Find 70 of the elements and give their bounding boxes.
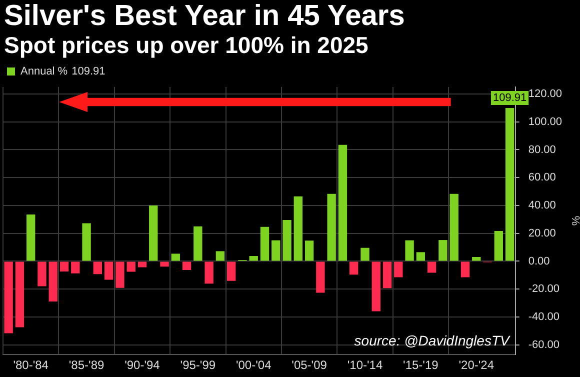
y-tick-label: 120.00 [528,88,562,100]
bar [304,240,314,261]
bar [260,226,270,261]
bar [204,262,214,284]
text: 109.91 [72,66,106,78]
bar [82,223,91,261]
bar [450,194,458,261]
y-tick-label: 40.00 [528,200,556,212]
bar [372,262,380,312]
bar [416,252,426,261]
y-tick-label: 20.00 [528,227,556,240]
legend-label: Annual % [20,66,68,78]
bar [15,262,24,328]
bar [405,240,414,261]
x-tick-label: '20-'24 [458,358,494,372]
x-tick-label: '90-'94 [124,358,160,372]
x-tick-label: '95-'99 [180,358,216,372]
bar [216,251,225,261]
bar [48,262,58,302]
bar [316,262,325,293]
bar [4,262,13,334]
data-label: 109.91 [492,92,527,104]
x-tick-label: '10-'14 [347,358,383,372]
bar [272,240,280,261]
bar [427,262,436,273]
bar [394,262,403,278]
bar [160,262,169,267]
chart-title: Silver's Best Year in 45 Years [4,0,405,32]
bar [38,262,46,286]
bar [294,196,303,261]
bar [60,262,69,272]
bar [350,262,358,275]
bar [438,240,448,261]
x-tick-label: '85-'89 [68,358,104,372]
bar [149,205,158,261]
bar [104,262,114,280]
y-tick-label: 0.00 [528,255,550,268]
bar [71,262,80,274]
bar [494,230,503,261]
bar [460,262,470,278]
x-tick-label: '80-'84 [13,358,49,372]
x-tick-label: '00-'04 [236,358,272,372]
chart-subtitle: Spot prices up over 100% in 2025 [4,31,368,59]
bar [126,262,136,272]
bar [382,262,392,288]
bar [360,248,370,261]
y-tick-label: 100.00 [528,116,562,128]
bar [171,254,180,261]
y-tick-label: -60.00 [528,338,560,351]
bar [249,256,258,261]
x-tick-label: '05-'09 [292,358,328,372]
bar [505,108,514,261]
bar [472,257,481,261]
annotation: source: @DavidInglesTV [354,332,512,348]
bar [116,262,124,288]
bar [93,262,102,274]
bar [194,226,202,261]
y-tick-label: 80.00 [528,144,556,156]
bar [138,262,147,268]
x-tick-label: '15-'19 [403,358,439,372]
y-axis-title: % [568,216,580,226]
bar [182,262,192,270]
bar [327,194,336,261]
bar [338,144,348,261]
bar [226,262,236,281]
y-tick-label: 60.00 [528,172,556,184]
y-tick-label: -40.00 [528,311,560,323]
bar [26,214,36,261]
bar [282,220,292,261]
y-tick-label: -20.00 [528,283,560,296]
